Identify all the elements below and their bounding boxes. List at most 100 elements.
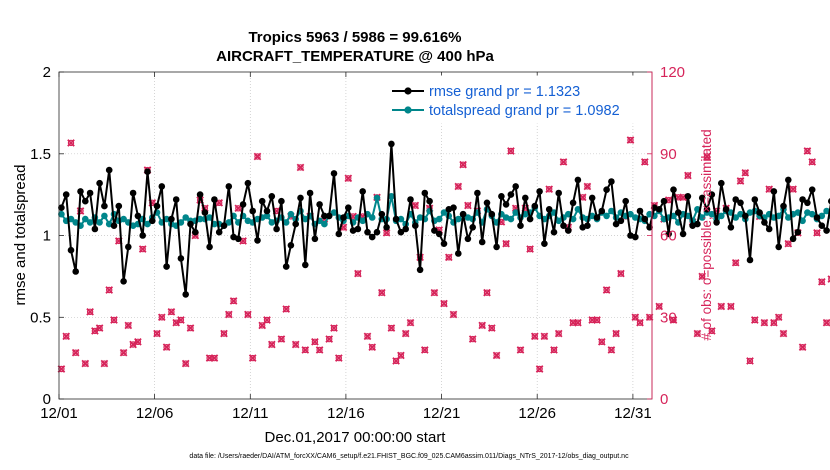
y-tick-label: 0.5 bbox=[30, 309, 51, 326]
obs-possible-point bbox=[761, 319, 768, 326]
x-tick-label: 12/06 bbox=[136, 405, 174, 422]
rmse-point bbox=[694, 220, 701, 228]
obs-assimilated-point bbox=[707, 327, 716, 335]
obs-assimilated-point bbox=[420, 346, 429, 354]
y-tick-label: 0 bbox=[43, 391, 51, 408]
obs-assimilated-point bbox=[91, 327, 99, 335]
obs-possible-point bbox=[742, 169, 749, 176]
totalspread-point bbox=[368, 214, 376, 221]
x-axis-label: Dec.01,2017 00:00:00 start bbox=[265, 429, 447, 446]
rmse-point bbox=[670, 186, 677, 193]
obs-possible-point bbox=[182, 360, 189, 367]
y2-tick-label: 30 bbox=[660, 309, 677, 326]
obs-assimilated-point bbox=[559, 158, 568, 166]
obs-assimilated-point bbox=[224, 310, 233, 319]
obs-possible-point bbox=[86, 308, 94, 315]
obs-assimilated-point bbox=[478, 321, 487, 330]
rmse-point bbox=[455, 250, 462, 257]
rmse-point bbox=[435, 230, 443, 238]
totalspread-point bbox=[627, 210, 634, 218]
obs-possible-point bbox=[479, 322, 486, 329]
rmse-point bbox=[254, 237, 261, 244]
obs-assimilated-point bbox=[291, 340, 300, 349]
obs-possible-point bbox=[770, 319, 778, 326]
totalspread-point bbox=[282, 219, 290, 226]
obs-assimilated-point bbox=[827, 275, 830, 283]
rmse-point bbox=[469, 224, 477, 231]
obs-assimilated-point bbox=[263, 316, 271, 324]
rmse-point bbox=[459, 210, 467, 218]
obs-assimilated-point bbox=[693, 329, 702, 338]
rmse-point bbox=[373, 228, 381, 236]
obs-assimilated-point bbox=[727, 302, 735, 311]
obs-assimilated-point bbox=[134, 337, 142, 346]
totalspread-point bbox=[302, 215, 309, 223]
obs-possible-point bbox=[670, 316, 677, 324]
obs-possible-point bbox=[780, 330, 787, 337]
obs-possible-point bbox=[158, 314, 165, 321]
rmse-point bbox=[823, 227, 830, 234]
obs-possible-point bbox=[718, 303, 725, 310]
rmse-point bbox=[345, 204, 352, 211]
rmse-point bbox=[192, 228, 199, 236]
rmse-point bbox=[258, 197, 266, 205]
obs-assimilated-point bbox=[813, 228, 821, 237]
rmse-point bbox=[761, 219, 768, 226]
obs-assimilated-point bbox=[138, 245, 147, 253]
totalspread-point bbox=[177, 219, 185, 226]
obs-assimilated-point bbox=[803, 147, 812, 155]
obs-assimilated-point bbox=[789, 185, 797, 194]
obs-assimilated-point bbox=[282, 305, 291, 313]
rmse-point bbox=[794, 228, 802, 236]
rmse-point bbox=[77, 188, 84, 195]
obs-assimilated-point bbox=[110, 316, 118, 324]
rmse-point bbox=[187, 220, 194, 228]
totalspread-point bbox=[440, 209, 448, 216]
obs-assimilated-point bbox=[612, 329, 620, 338]
rmse-point bbox=[172, 196, 180, 203]
rmse-point bbox=[359, 188, 367, 195]
obs-possible-point bbox=[67, 139, 75, 147]
rmse-point bbox=[58, 204, 65, 211]
rmse-point bbox=[91, 225, 99, 233]
obs-possible-point bbox=[225, 311, 232, 318]
obs-assimilated-point bbox=[62, 332, 71, 341]
obs-assimilated-point bbox=[382, 228, 391, 237]
obs-assimilated-point bbox=[210, 354, 219, 362]
rmse-point bbox=[588, 194, 596, 202]
obs-possible-point bbox=[450, 311, 457, 318]
rmse-point bbox=[182, 291, 189, 298]
obs-possible-point bbox=[407, 319, 414, 326]
legend-spread-marker bbox=[404, 106, 412, 114]
obs-assimilated-point bbox=[401, 329, 410, 338]
obs-assimilated-point bbox=[640, 158, 649, 166]
obs-possible-point bbox=[316, 346, 323, 354]
obs-assimilated-point bbox=[703, 152, 711, 161]
y2-axis-label: # of obs: o=possible; ×=assimilated bbox=[699, 129, 714, 340]
obs-possible-point bbox=[110, 316, 118, 324]
obs-assimilated-point bbox=[550, 346, 558, 354]
legend-spread-label: totalspread grand pr = 1.0982 bbox=[429, 103, 620, 119]
obs-assimilated-point bbox=[387, 324, 396, 332]
rmse-point bbox=[703, 206, 711, 213]
obs-possible-point bbox=[828, 276, 830, 283]
obs-assimilated-point bbox=[784, 239, 793, 248]
obs-possible-point bbox=[345, 175, 352, 182]
obs-assimilated-point bbox=[186, 324, 195, 332]
obs-assimilated-point bbox=[181, 359, 190, 368]
rmse-point bbox=[632, 233, 639, 241]
obs-possible-point bbox=[708, 327, 716, 335]
obs-possible-point bbox=[62, 333, 70, 340]
obs-possible-point bbox=[412, 202, 419, 209]
totalspread-point bbox=[455, 215, 462, 223]
totalspread-point bbox=[574, 206, 582, 213]
rmse-point bbox=[292, 220, 300, 228]
obs-possible-point bbox=[283, 305, 290, 313]
rmse-point bbox=[67, 246, 75, 254]
rmse-point bbox=[646, 224, 653, 231]
obs-assimilated-point bbox=[607, 346, 616, 354]
rmse-point bbox=[737, 199, 744, 207]
totalspread-point bbox=[512, 209, 519, 216]
rmse-point bbox=[742, 212, 749, 220]
obs-possible-point bbox=[459, 161, 467, 168]
